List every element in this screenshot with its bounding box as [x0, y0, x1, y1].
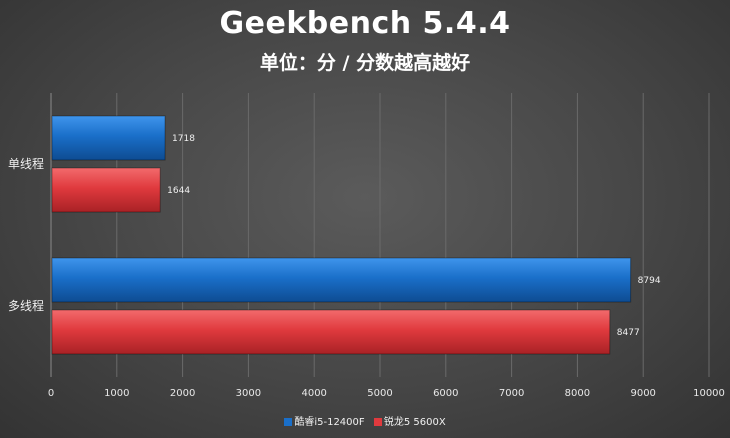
bar-value-label: 1644 — [167, 186, 190, 196]
x-tick-label: 9000 — [630, 388, 655, 399]
legend-swatch-series-1 — [284, 418, 293, 426]
x-tick-label: 6000 — [433, 388, 458, 399]
bar-value-label: 8477 — [617, 328, 640, 338]
legend-swatch-series-2 — [373, 418, 382, 426]
x-tick-label: 4000 — [301, 388, 326, 399]
x-tick-label: 1000 — [104, 388, 129, 399]
bar-value-label: 8794 — [638, 276, 661, 286]
bar — [51, 257, 632, 303]
x-tick-label: 7000 — [499, 388, 524, 399]
chart-subtitle: 单位：分 / 分数越高越好 — [259, 52, 471, 74]
bar — [51, 167, 161, 213]
bar — [51, 309, 611, 355]
x-tick-label: 0 — [48, 388, 54, 399]
x-tick-label: 5000 — [367, 388, 392, 399]
legend-item-series-1: 酷睿i5-12400F — [284, 413, 365, 428]
category-label: 单线程 — [8, 156, 44, 171]
x-tick-label: 8000 — [565, 388, 590, 399]
x-tick-label: 3000 — [236, 388, 261, 399]
bar-value-label: 1718 — [172, 134, 195, 144]
category-label: 多线程 — [8, 298, 44, 313]
legend-label-series-1: 酷睿i5-12400F — [294, 417, 365, 428]
legend-label-series-2: 锐龙5 5600X — [383, 417, 446, 428]
legend: 酷睿i5-12400F 锐龙5 5600X — [0, 413, 730, 428]
x-tick-label: 10000 — [693, 388, 725, 399]
chart-title: Geekbench 5.4.4 — [219, 6, 511, 41]
x-tick-label: 2000 — [170, 388, 195, 399]
bar — [51, 115, 166, 161]
legend-item-series-2: 锐龙5 5600X — [373, 413, 446, 428]
